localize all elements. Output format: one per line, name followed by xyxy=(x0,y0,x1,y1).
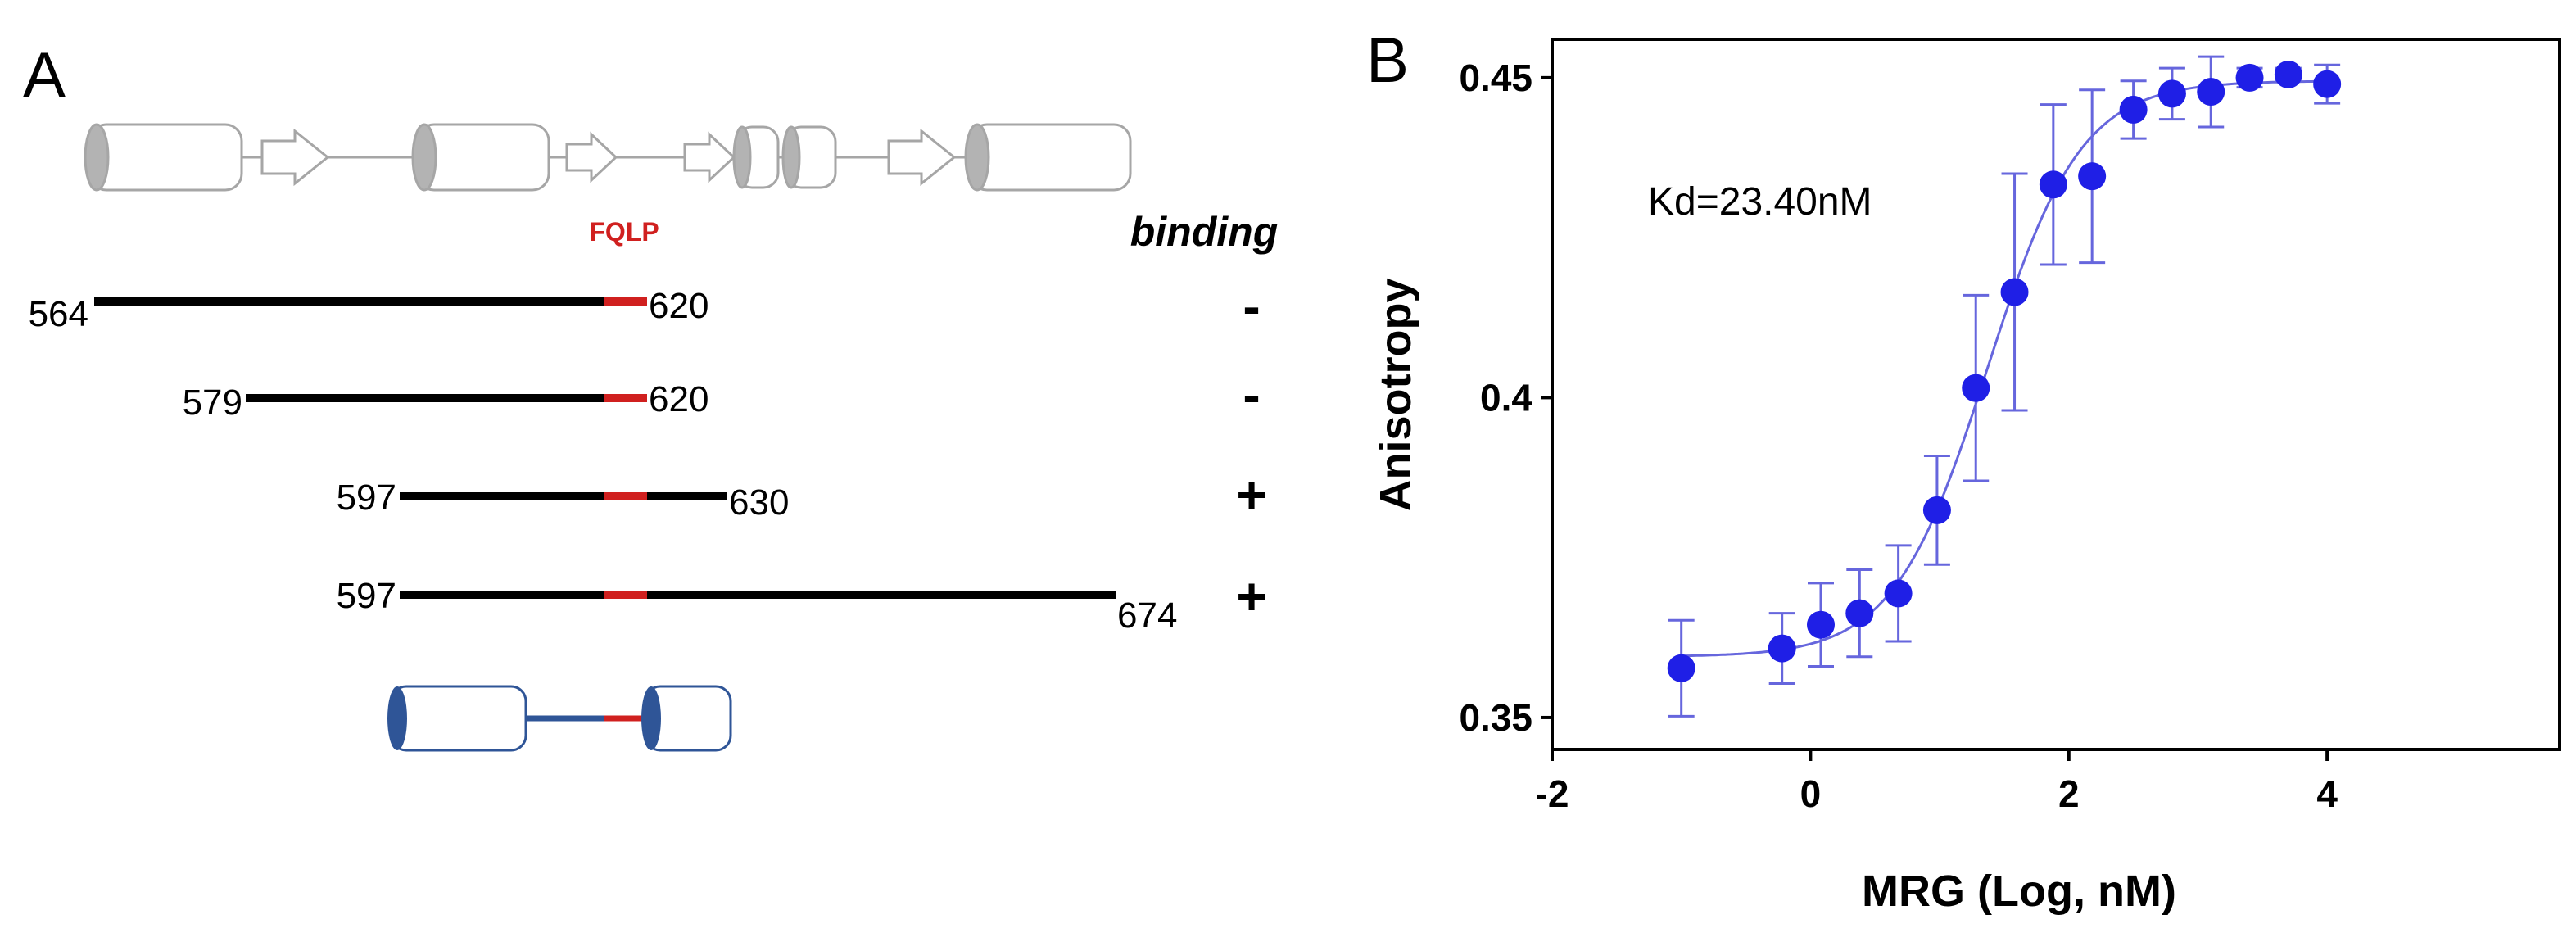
panel-b: B -2 0 2 4 0.35 0.4 0.45 MRG (Log, nM) Anisot… xyxy=(1366,24,2561,916)
binding-result: - xyxy=(1243,277,1260,336)
data-point xyxy=(1884,579,1913,608)
helix-2 xyxy=(411,123,550,192)
data-point xyxy=(2235,63,2264,92)
helix-5 xyxy=(964,123,1132,192)
panel-b-letter: B xyxy=(1366,24,1409,96)
helix-3 xyxy=(732,125,780,189)
strand-4 xyxy=(887,128,957,187)
strand-2 xyxy=(565,131,618,183)
data-point xyxy=(2000,278,2029,306)
construct-start-label: 597 xyxy=(337,478,396,518)
kd-annotation: Kd=23.40nM xyxy=(1648,180,1872,224)
data-point xyxy=(2039,170,2067,199)
helix-loop-helix-model xyxy=(387,685,732,752)
data-point xyxy=(2274,60,2302,88)
y-axis: 0.35 0.4 0.45 xyxy=(1459,57,1552,739)
data-point xyxy=(2197,78,2225,106)
model-helix-2 xyxy=(641,685,732,752)
data-point xyxy=(2119,95,2148,124)
model-helix-1 xyxy=(387,685,527,752)
construct-end-label: 620 xyxy=(649,286,709,326)
data-point xyxy=(1845,599,1874,627)
data-point xyxy=(2078,162,2107,191)
helix-4 xyxy=(781,125,837,189)
x-axis: -2 0 2 4 xyxy=(1536,749,2338,815)
binding-result: + xyxy=(1236,567,1266,626)
construct-start-label: 564 xyxy=(29,294,88,334)
x-tick-label: 0 xyxy=(1800,772,1822,815)
error-bars xyxy=(1668,55,2341,718)
construct-end-label: 630 xyxy=(729,482,789,523)
panel-a: A xyxy=(23,38,1279,752)
motif-label: FQLP xyxy=(589,217,659,247)
data-point xyxy=(1922,496,1951,524)
x-tick-label: 4 xyxy=(2316,772,2338,815)
x-tick-label: -2 xyxy=(1536,772,1569,815)
helix-1 xyxy=(84,123,243,192)
binding-result: + xyxy=(1236,465,1266,524)
x-axis-label: MRG (Log, nM) xyxy=(1862,867,2176,916)
binding-result: - xyxy=(1243,365,1260,424)
secondary-structure-diagram xyxy=(84,123,1132,192)
fit-curve xyxy=(1681,79,2328,658)
strand-3 xyxy=(683,131,736,183)
strand-1 xyxy=(260,128,330,187)
construct-row: 564 620 - xyxy=(29,277,1261,336)
plot-frame xyxy=(1551,38,2561,751)
construct-start-label: 597 xyxy=(337,576,396,616)
data-point xyxy=(2313,70,2342,98)
construct-row: 579 620 - xyxy=(183,365,1261,424)
construct-end-label: 620 xyxy=(649,379,709,419)
y-axis-label: Anisotropy xyxy=(1371,278,1420,511)
y-tick-label: 0.4 xyxy=(1480,376,1532,419)
binding-header: binding xyxy=(1130,209,1279,255)
construct-end-label: 674 xyxy=(1117,596,1177,636)
data-point xyxy=(1768,634,1796,663)
y-tick-label: 0.35 xyxy=(1459,696,1532,739)
panel-a-letter: A xyxy=(23,38,66,111)
data-points xyxy=(1667,60,2342,682)
data-point xyxy=(1807,610,1835,639)
construct-row: 597 630 + xyxy=(337,465,1267,524)
data-point xyxy=(1962,374,1990,402)
construct-row: 597 674 + xyxy=(337,567,1267,636)
y-tick-label: 0.45 xyxy=(1459,57,1532,99)
construct-start-label: 579 xyxy=(183,383,242,423)
x-tick-label: 2 xyxy=(2058,772,2080,815)
data-point xyxy=(1667,654,1695,682)
data-point xyxy=(2157,79,2186,108)
